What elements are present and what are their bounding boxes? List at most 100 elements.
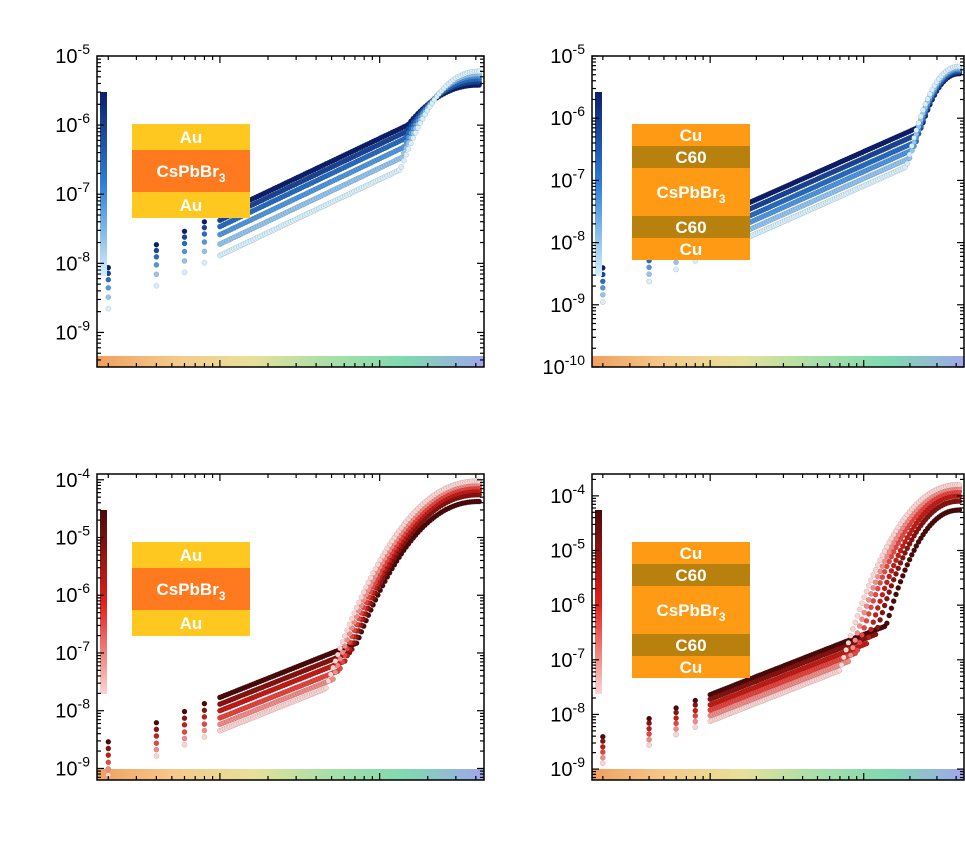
data-point — [854, 613, 861, 619]
data-point — [153, 740, 160, 747]
y-tick-base: 10 — [550, 486, 572, 508]
data-point — [600, 749, 606, 755]
data-point — [646, 731, 652, 737]
data-point — [646, 720, 652, 726]
data-point — [339, 639, 346, 645]
data-point — [861, 594, 868, 601]
y-tick-base: 10 — [550, 233, 572, 255]
data-point — [365, 579, 372, 586]
data-point — [872, 631, 879, 638]
data-point — [900, 573, 906, 579]
y-tick-label: 10-10 — [543, 352, 586, 379]
y-tick-label: 10-6 — [55, 580, 90, 607]
data-point — [875, 562, 881, 568]
data-point — [868, 626, 874, 633]
data-point — [181, 269, 188, 276]
data-point — [902, 567, 908, 573]
data-point — [866, 611, 872, 617]
data-point — [888, 568, 895, 574]
regime-strip — [97, 769, 484, 780]
y-tick-base: 10 — [55, 46, 77, 68]
y-tick-base: 10 — [550, 170, 572, 192]
data-point — [893, 571, 899, 577]
device-layer-label: Au — [180, 546, 203, 565]
data-point — [673, 715, 679, 721]
device-layer-label: Cu — [680, 658, 703, 677]
data-point — [906, 151, 913, 158]
data-point — [872, 612, 879, 618]
data-point — [859, 616, 865, 623]
y-tick-label: 10-7 — [55, 179, 90, 206]
device-layer-1 — [632, 146, 750, 168]
y-tick-label: 10-8 — [55, 248, 90, 275]
data-point — [351, 610, 358, 617]
regime-strip — [592, 356, 964, 367]
data-point — [600, 754, 606, 761]
data-point — [600, 291, 606, 298]
data-point — [861, 609, 868, 616]
data-point — [895, 565, 902, 572]
data-point — [929, 86, 936, 93]
data-point — [646, 264, 652, 271]
data-point — [843, 647, 849, 653]
y-tick-exponent: -9 — [78, 317, 91, 333]
data-point — [325, 678, 332, 684]
data-point — [181, 715, 188, 722]
data-point — [600, 738, 606, 745]
device-layer-2 — [132, 192, 250, 218]
data-point — [956, 63, 963, 70]
data-point — [884, 620, 890, 627]
data-point — [153, 282, 160, 289]
y-tick-label: 10-7 — [55, 638, 90, 665]
y-tick-exponent: -5 — [573, 536, 586, 552]
data-point — [105, 752, 112, 758]
data-point — [920, 107, 926, 113]
data-point — [877, 617, 883, 623]
data-point — [330, 676, 336, 682]
panel-b: CuC60CsPbBr3C60Cu10-1010-910-810-710-610… — [543, 41, 965, 379]
data-point — [337, 645, 343, 652]
data-point — [153, 726, 160, 733]
y-tick-base: 10 — [55, 528, 77, 550]
y-tick-base: 10 — [55, 184, 77, 206]
series-group — [105, 478, 483, 778]
series-265-K — [105, 487, 483, 758]
y-tick-base: 10 — [550, 46, 572, 68]
y-tick-label: 10-5 — [550, 41, 585, 68]
y-tick-exponent: -7 — [573, 645, 586, 661]
series-group — [105, 68, 483, 312]
y-tick-exponent: -5 — [78, 41, 91, 57]
y-tick-base: 10 — [550, 541, 572, 563]
data-point — [417, 120, 424, 126]
data-point — [911, 134, 917, 141]
data-point — [600, 299, 606, 305]
y-tick-label: 10-7 — [550, 645, 585, 672]
data-point — [850, 626, 856, 632]
device-layer-label: Au — [180, 196, 203, 215]
y-tick-base: 10 — [55, 643, 77, 665]
data-point — [201, 231, 208, 237]
data-point — [884, 579, 890, 586]
y-tick-label: 10-7 — [550, 165, 585, 192]
data-point — [893, 591, 899, 598]
y-tick-exponent: -8 — [573, 228, 586, 244]
data-point — [854, 630, 861, 636]
plot-frame — [591, 55, 965, 368]
y-tick-label: 10-8 — [550, 228, 585, 255]
y-tick-label: 10-5 — [55, 41, 90, 68]
y-tick-exponent: -4 — [573, 481, 586, 497]
device-layer-0 — [632, 124, 750, 146]
data-point — [646, 725, 652, 732]
data-point — [105, 284, 112, 291]
data-point — [890, 576, 897, 583]
data-point — [400, 157, 407, 164]
y-tick-label: 10-8 — [55, 696, 90, 723]
data-point — [600, 278, 606, 285]
data-point — [895, 552, 902, 559]
device-layer-0 — [132, 124, 250, 150]
data-point — [181, 248, 188, 255]
device-layer-subscript: 3 — [719, 192, 726, 206]
y-tick-base: 10 — [55, 115, 77, 137]
